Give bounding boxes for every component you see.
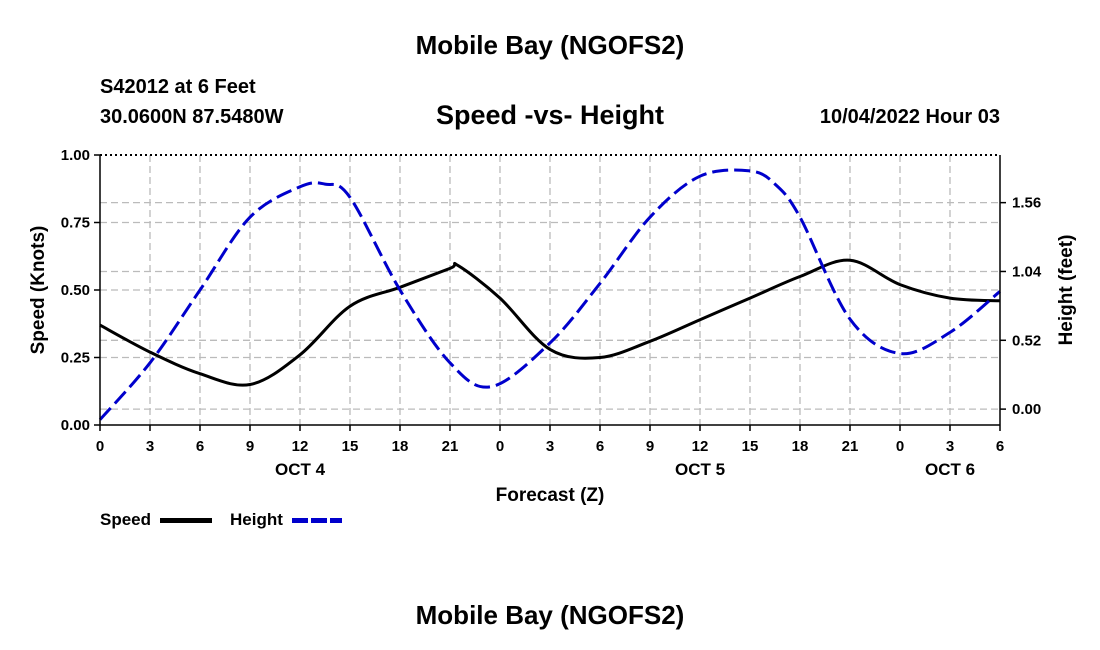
axis-ticks: 0 3 6 9 12 15 18 21 0 3 6 9 12 15 18 21 0 3 6 OCT 4 OCT 5 OCT… [61,147,1042,479]
y2-tick-label: 0.00 [1012,401,1041,418]
x-tick-label: 18 [392,438,409,455]
x-tick-label: 0 [896,438,904,455]
day-label: OCT 5 [675,460,725,479]
x-tick-label: 0 [96,438,104,455]
station-label: S42012 at 6 Feet [100,76,256,98]
day-label: OCT 6 [925,460,975,479]
x-tick-label: 21 [442,438,459,455]
x-tick-label: 18 [792,438,809,455]
x-tick-label: 9 [246,438,254,455]
x-tick-label: 9 [646,438,654,455]
chart-title: Speed -vs- Height [435,100,665,130]
x-tick-label: 0 [496,438,504,455]
page-title: Mobile Bay (NGOFS2) [415,30,685,60]
legend-height-line [292,518,342,523]
x-tick-label: 3 [146,438,154,455]
legend-height-label: Height [230,510,283,529]
y-axis-label: Speed (Knots) [28,226,49,355]
x-tick-label: 15 [742,438,759,455]
y-tick-label: 0.00 [61,417,90,434]
x-tick-label: 6 [996,438,1004,455]
x-axis-label: Forecast (Z) [496,485,605,506]
x-tick-label: 3 [546,438,554,455]
series-line-speed [99,258,1001,387]
day-label: OCT 4 [275,460,326,479]
x-tick-label: 12 [292,438,309,455]
x-tick-label: 6 [596,438,604,455]
y2-axis-label: Height (feet) [1056,235,1077,346]
forecast-timestamp: 10/04/2022 Hour 03 [819,106,1000,128]
legend-speed-line [160,518,212,523]
x-tick-label: 15 [342,438,359,455]
footer-title: Mobile Bay (NGOFS2) [415,600,685,630]
x-tick-label: 6 [196,438,204,455]
legend-speed-label: Speed [100,510,152,529]
station-coordinates: 30.0600N 87.5480W [100,106,284,128]
y-tick-label: 0.25 [61,350,90,367]
x-tick-label: 21 [842,438,859,455]
y2-tick-label: 0.52 [1012,332,1041,349]
series-line-height [98,168,1001,421]
y2-tick-label: 1.04 [1012,263,1042,280]
x-tick-label: 12 [692,438,709,455]
series-lines [98,168,1001,421]
x-tick-label: 3 [946,438,954,455]
y2-tick-label: 1.56 [1012,195,1041,212]
y-tick-label: 0.50 [61,282,90,299]
y-tick-label: 1.00 [61,147,90,164]
y-tick-label: 0.75 [61,215,90,232]
